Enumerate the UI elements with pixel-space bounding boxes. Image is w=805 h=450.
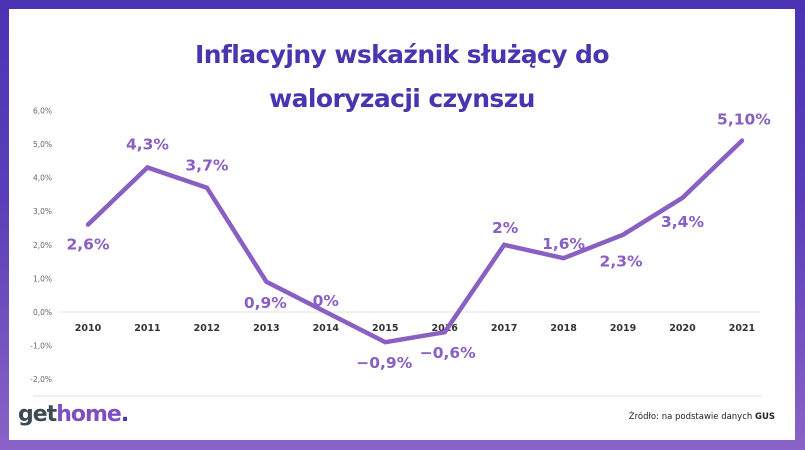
data-label: −0,9% [356,354,412,372]
x-tick-label: 2020 [669,323,696,334]
logo-dot: . [120,402,129,427]
x-tick-label: 2015 [372,323,398,334]
data-label: 3,4% [661,213,704,231]
x-tick-label: 2018 [550,323,577,334]
chart-card: Inflacyjny wskaźnik służący do waloryzac… [9,9,795,440]
data-label: −0,6% [420,344,476,362]
data-label: 3,7% [185,157,228,175]
x-axis: 2010 2011 2012 2013 2014 2015 2016 2017 2018 2019… [75,323,755,334]
title-line-1: Inflacyjny wskaźnik służący do [195,40,609,69]
source-prefix: Źródło: na podstawie danych [628,412,755,422]
x-tick-label: 2014 [313,323,340,334]
y-tick-label: 5,0% [33,140,52,149]
x-tick-label: 2010 [75,323,102,334]
y-tick-label: 4,0% [33,174,52,183]
data-label: 1,6% [542,235,585,253]
data-label: 2% [492,219,519,237]
y-tick-label: -2,0% [30,375,52,384]
data-label: 0% [313,292,340,310]
data-label: 2,3% [600,253,643,271]
logo-home: home [56,402,122,427]
data-label: 4,3% [126,136,169,154]
y-tick-label: 0,0% [33,308,52,317]
source-note: Źródło: na podstawie danych GUS [629,412,775,422]
y-tick-label: 3,0% [33,207,52,216]
x-tick-label: 2017 [491,323,517,334]
data-label: 0,9% [244,294,287,312]
logo-get: get [18,402,57,427]
y-tick-label: 2,0% [33,241,52,250]
series-line [85,138,745,345]
chart-title: Inflacyjny wskaźnik służący do waloryzac… [9,33,795,121]
x-tick-label: 2019 [610,323,636,334]
x-tick-label: 2013 [253,323,279,334]
title-line-2: waloryzacji czynszu [269,84,535,113]
gethome-logo: gethome. [18,402,129,427]
x-tick-label: 2012 [194,323,220,334]
data-label: 5,10% [717,111,771,129]
y-tick-label: 1,0% [33,274,52,283]
x-tick-label: 2011 [134,323,160,334]
x-tick-label: 2021 [729,323,755,334]
y-axis: 6,0% 5,0% 4,0% 3,0% 2,0% 1,0% 0,0% -1,0% -2,0% [30,106,52,384]
data-label: 2,6% [67,236,110,254]
y-tick-label: -1,0% [30,342,52,351]
y-tick-label: 6,0% [33,106,52,115]
source-gus: GUS [754,412,775,422]
data-labels: 2,6% 4,3% 3,7% 0,9% 0% −0,9% −0,6% 2% 1,6% 2,3% 3,… [67,111,772,373]
